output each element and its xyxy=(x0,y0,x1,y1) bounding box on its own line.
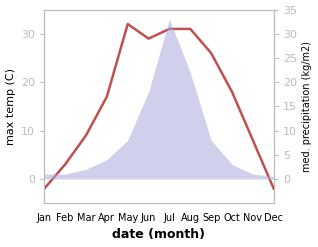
X-axis label: date (month): date (month) xyxy=(113,228,205,242)
Y-axis label: med. precipitation (kg/m2): med. precipitation (kg/m2) xyxy=(302,41,313,172)
Y-axis label: max temp (C): max temp (C) xyxy=(5,68,16,145)
